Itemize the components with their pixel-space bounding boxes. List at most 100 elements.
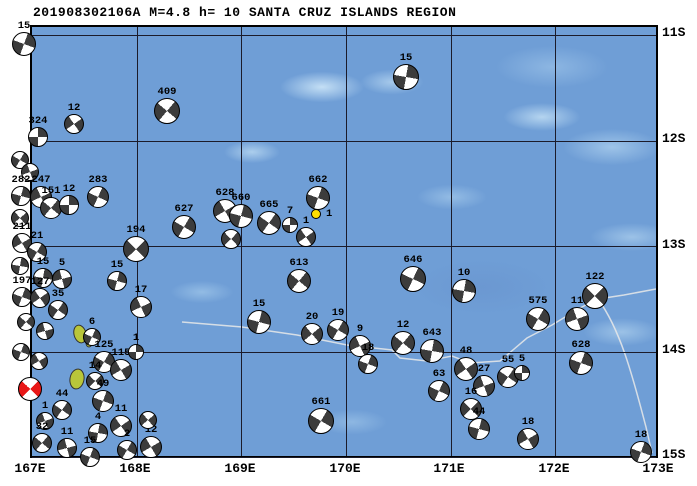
lon-label-167E: 167E: [14, 461, 46, 476]
grid-line-horizontal: [32, 351, 656, 353]
focal-mechanism: 194: [123, 224, 149, 262]
event-label: 662: [308, 174, 328, 186]
grid-line-vertical: [450, 27, 452, 456]
focal-mechanism: 15: [80, 435, 100, 467]
lon-label-171E: 171E: [433, 461, 465, 476]
event-label: 628: [215, 187, 235, 199]
focal-mechanism: 115: [110, 347, 132, 381]
event-label: 661: [311, 396, 331, 408]
focal-mechanism: 4: [88, 411, 108, 443]
event-label: 1: [41, 400, 49, 412]
focal-mechanism: 18: [358, 342, 378, 374]
event-label: 122: [585, 271, 605, 283]
focal-mechanism: [11, 257, 29, 275]
event-label: 18: [361, 342, 375, 354]
focal-mechanism: 44: [468, 406, 490, 440]
event-label: 18: [521, 416, 535, 428]
focal-mechanism: 17: [130, 284, 152, 318]
event-label: 324: [28, 115, 48, 127]
focal-mechanism: 627: [172, 203, 196, 239]
focal-mechanism: 18: [517, 416, 539, 450]
event-label: 16: [464, 386, 478, 398]
event-label: 15: [252, 298, 266, 310]
focal-mechanism: 27: [473, 363, 495, 397]
focal-mechanism: 15: [12, 20, 36, 56]
event-label: 15: [399, 52, 413, 64]
event-label: 7: [286, 205, 294, 217]
focal-mechanism: 643: [420, 327, 444, 363]
grid-line-horizontal: [32, 246, 656, 247]
focal-mechanism: 1: [296, 215, 316, 247]
event-label: 9: [356, 323, 364, 335]
focal-mechanism: 10: [452, 267, 476, 303]
focal-mechanism: 48: [454, 345, 478, 381]
event-label: 115: [111, 347, 131, 359]
focal-mechanism: 662: [306, 174, 330, 210]
event-label: 283: [88, 174, 108, 186]
event-label: 32: [35, 421, 49, 433]
focal-mechanism: 5: [514, 353, 530, 381]
focal-mechanism: 12: [64, 102, 84, 134]
event-label: 4: [94, 411, 102, 423]
event-label: 211: [12, 221, 32, 233]
event-label: 643: [422, 327, 442, 339]
event-label: 44: [55, 388, 69, 400]
event-label: 49: [96, 378, 110, 390]
lon-label-170E: 170E: [329, 461, 361, 476]
event-label: 10: [457, 267, 471, 279]
lat-label-13S: 13S: [662, 237, 686, 252]
focal-mechanism: [12, 343, 30, 361]
event-label: 15: [17, 20, 31, 32]
event-label: 5: [58, 257, 66, 269]
focal-mechanism: 6: [83, 316, 101, 346]
focal-mechanism: 613: [287, 257, 311, 293]
focal-mechanism: 35: [48, 288, 68, 320]
event-label: 17: [134, 284, 148, 296]
focal-mechanism: 1: [128, 332, 144, 360]
event-label: 125: [94, 339, 114, 351]
event-label: 197: [12, 275, 32, 287]
plot-title: 201908302106A M=4.8 h= 10 SANTA CRUZ ISL…: [33, 5, 457, 20]
focal-mechanism: 646: [400, 254, 426, 292]
event-label: 15: [36, 256, 50, 268]
lon-label-172E: 172E: [538, 461, 570, 476]
event-label: 12: [396, 319, 410, 331]
event-label: 151: [41, 185, 61, 197]
event-label: 35: [51, 288, 65, 300]
lat-label-15S: 15S: [662, 447, 686, 462]
event-label: 20: [305, 311, 319, 323]
grid-line-horizontal: [32, 35, 656, 36]
event-label: 55: [501, 354, 515, 366]
event-label: 27: [477, 363, 491, 375]
event-label: 613: [289, 257, 309, 269]
focal-mechanism: 44: [52, 388, 72, 420]
focal-mechanism: 19: [327, 307, 349, 341]
lat-label-14S: 14S: [662, 342, 686, 357]
event-label: 12: [62, 183, 76, 195]
grid-line-horizontal: [32, 457, 656, 458]
focal-mechanism: 7: [282, 205, 298, 233]
event-label: 575: [528, 295, 548, 307]
focal-mechanism: [36, 322, 54, 340]
free-text: 1: [326, 208, 333, 220]
event-label: 6: [88, 316, 96, 328]
event-label: 646: [403, 254, 423, 266]
event-label: 665: [259, 199, 279, 211]
focal-mechanism: 665: [257, 199, 281, 235]
focal-mechanism: [11, 209, 29, 227]
event-label: 409: [157, 86, 177, 98]
event-label: 627: [174, 203, 194, 215]
focal-mechanism: 197: [12, 275, 32, 307]
event-label: 15: [83, 435, 97, 447]
event-label: 194: [126, 224, 146, 236]
focal-mechanism: [21, 163, 39, 181]
focal-mechanism: 660: [229, 192, 253, 228]
island: [69, 368, 85, 390]
focal-mechanism: 12: [391, 319, 415, 355]
lon-label-168E: 168E: [119, 461, 151, 476]
focal-mechanism: 12: [140, 424, 162, 458]
focal-mechanism: 15: [33, 256, 53, 288]
focal-mechanism: 11: [110, 403, 132, 437]
focal-mechanism: 324: [28, 115, 48, 147]
